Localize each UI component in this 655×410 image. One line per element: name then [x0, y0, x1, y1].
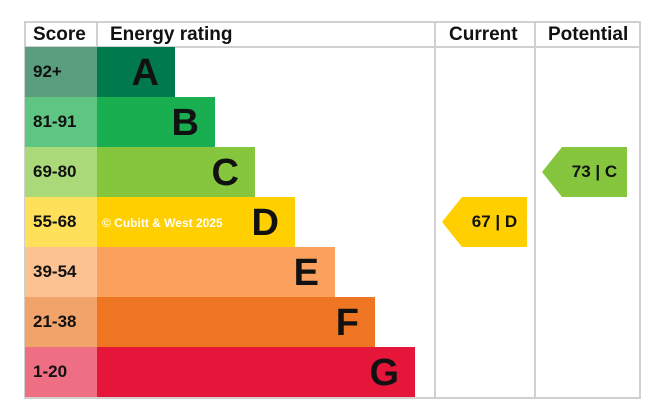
rating-letter: F [335, 302, 359, 344]
rating-bar-c: C [97, 147, 255, 197]
potential-rating-label: 73 | C [571, 162, 618, 181]
rating-bar-f: F [97, 297, 375, 347]
rating-letter: D [251, 202, 279, 244]
header-potential: Potential [548, 24, 629, 45]
header-score: Score [33, 24, 86, 45]
rating-bar-a: A [97, 47, 175, 97]
rating-letter: G [369, 352, 399, 394]
rating-bar-e: E [97, 247, 335, 297]
current-rating-arrow: 67 | D [442, 197, 527, 247]
score-cell-d: 55-68 [25, 197, 97, 247]
score-cell-b: 81-91 [25, 97, 97, 147]
rating-letter: E [293, 252, 319, 294]
border-right [639, 21, 641, 399]
score-cell-f: 21-38 [25, 297, 97, 347]
border-potential [534, 21, 536, 399]
rating-bar-d: D © Cubitt & West 2025 [97, 197, 295, 247]
border-current [434, 21, 436, 399]
header-energy-rating: Energy rating [110, 24, 233, 45]
table-bottom-border [25, 397, 640, 399]
score-cell-e: 39-54 [25, 247, 97, 297]
rating-bar-b: B [97, 97, 215, 147]
potential-rating-arrow: 73 | C [542, 147, 627, 197]
current-rating-label: 67 | D [471, 212, 518, 231]
score-cell-a: 92+ [25, 47, 97, 97]
table-top-border [25, 21, 640, 23]
header-current: Current [449, 24, 518, 45]
watermark: © Cubitt & West 2025 [102, 216, 223, 230]
rating-letter: B [171, 102, 199, 144]
rating-letter: A [131, 52, 159, 94]
header-divider [25, 46, 640, 48]
rating-bar-g: G [97, 347, 415, 397]
score-cell-c: 69-80 [25, 147, 97, 197]
border-score [96, 21, 98, 47]
rating-letter: C [211, 152, 239, 194]
score-cell-g: 1-20 [25, 347, 97, 397]
